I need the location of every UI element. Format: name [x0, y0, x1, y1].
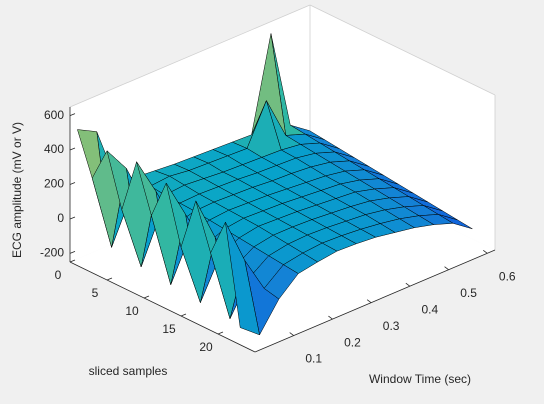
y-tick	[143, 295, 150, 299]
x-tick-label: 0.3	[383, 319, 400, 333]
z-tick-label: 600	[44, 108, 64, 122]
z-tick-label: 0	[57, 211, 64, 225]
x-tick	[405, 282, 411, 287]
y-tick-label: 20	[199, 340, 213, 354]
z-tick	[69, 147, 76, 151]
y-tick	[69, 259, 76, 263]
x-tick-label: 0.5	[460, 286, 477, 300]
x-tick-label: 0.1	[305, 352, 322, 366]
z-tick	[69, 216, 76, 220]
x-tick	[444, 266, 449, 271]
y-tick	[180, 313, 187, 317]
axes: -200 0 200 400 600 0 5 10 15 20 0.1 0.2 0.3 0.4 0.5 0.6	[40, 107, 516, 366]
z-tick	[69, 182, 76, 185]
y-tick-label: 5	[92, 286, 99, 300]
z-tick-label: 400	[44, 142, 64, 156]
z-axis-label: ECG amplitude (mV or V)	[10, 122, 24, 258]
y-tick	[106, 277, 113, 281]
y-axis-label: sliced samples	[89, 364, 168, 378]
y-tick-label: 0	[55, 268, 62, 282]
x-tick	[483, 249, 488, 254]
y-tick-label: 10	[125, 304, 139, 318]
back-wall	[310, 5, 495, 250]
x-tick-label: 0.2	[344, 335, 361, 349]
box-edge	[69, 4, 311, 108]
x-tick	[366, 299, 372, 303]
x-tick	[289, 332, 294, 336]
x-tick	[328, 315, 333, 320]
z-tick	[69, 251, 76, 254]
y-axis-line	[69, 261, 256, 353]
z-tick	[69, 113, 76, 116]
surface	[77, 33, 473, 336]
z-tick-label: 200	[44, 177, 64, 191]
x-tick-label: 0.4	[421, 302, 438, 316]
y-tick-label: 15	[162, 322, 176, 336]
box-edge	[309, 4, 496, 96]
x-tick-label: 0.6	[499, 269, 516, 283]
x-axis-label: Window Time (sec)	[369, 372, 471, 386]
z-tick-label: -200	[40, 246, 64, 260]
x-axis-line	[254, 249, 496, 353]
surface-patch	[225, 221, 260, 336]
y-tick	[217, 331, 224, 335]
